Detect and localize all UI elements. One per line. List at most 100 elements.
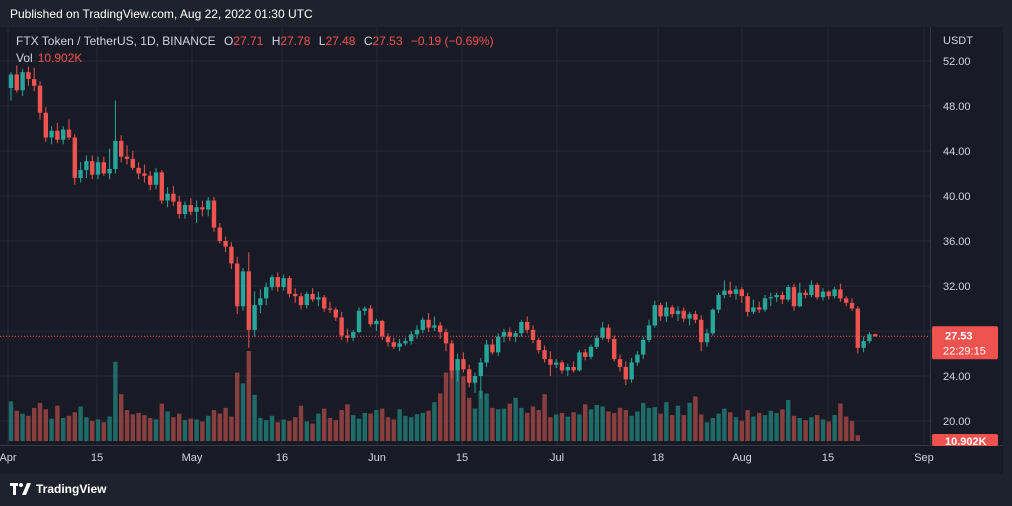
candle-body [327,308,333,310]
candle-body [142,173,147,176]
volume-bar [211,410,217,441]
time-axis[interactable]: Apr 15 May 16 Jun 15 Jul 18 Aug 15 Sep [0,452,934,464]
volume-bar [612,412,617,441]
candle-body [844,298,849,303]
candle-body [420,319,425,330]
symbol-legend[interactable]: FTX Token / TetherUS, 1D, BINANCE O27.71… [16,34,494,48]
candle-body [20,72,25,91]
volume-legend[interactable]: Vol 10.902K [16,51,82,65]
candle-body [136,167,141,174]
volume-bar [449,354,454,441]
candle-body [391,342,396,347]
last-price-value: 27.53 [945,330,973,342]
candle-body [820,291,826,298]
change-value: −0.19 (−0.69%) [410,34,494,48]
candle-body [554,362,559,365]
volume-bar [368,413,373,441]
volume-bar [327,417,333,441]
candle-body [322,297,327,309]
time-tick-label: May [182,452,203,464]
candle-body [90,161,95,175]
candle-body [252,305,257,330]
candle-body [153,172,159,185]
volume-bar [356,418,362,441]
volume-bar [55,405,60,441]
volume-bar [525,412,530,441]
volume-bar [704,422,710,441]
candle-body [339,317,344,336]
volume-bar [536,410,541,441]
volume-bar [623,410,628,441]
volume-bar [687,402,692,441]
candle-body [577,352,582,371]
candle-body [559,362,565,371]
volume-bar [20,413,25,441]
volume-bar [345,404,350,441]
candle-body [49,130,54,138]
chart-panel[interactable]: USDT 52.0048.0044.0040.0036.0032.0028.00… [0,27,1003,474]
candle-body [55,130,60,140]
candle-body [26,72,31,79]
time-tick-label: Apr [0,452,17,464]
time-tick-label: 18 [652,452,664,464]
volume-bar [635,411,640,441]
volume-bar [542,394,547,441]
volume-bar [786,399,791,441]
candle-body [623,367,628,380]
candle-body [809,284,814,295]
volume-bar [72,412,77,441]
candle-body [119,140,124,157]
candle-body [316,297,321,300]
candle-body [310,293,315,300]
price-chart[interactable]: USDT 52.0048.0044.0040.0036.0032.0028.00… [0,27,1003,474]
volume-bar [583,404,588,441]
candle-body [490,344,495,353]
high-value: 27.78 [280,34,311,48]
volume-bar [716,413,721,441]
candle-body [513,333,518,337]
low-label: L [318,34,326,48]
price-axis[interactable]: 52.0048.0044.0040.0036.0032.0028.0024.00… [943,56,971,428]
volume-bar [171,417,176,441]
symbol-title[interactable]: FTX Token / TetherUS, 1D, BINANCE [16,34,216,48]
candle-body [217,227,222,241]
candle-body [356,310,362,333]
candle-body [171,193,176,202]
candle-body [565,367,570,371]
volume-bar [287,420,292,441]
candle-body [496,336,501,353]
price-tick-label: 52.00 [943,56,971,68]
candle-body [240,271,246,307]
footer-brand[interactable]: TradingView [10,480,106,498]
volume-bar [594,405,599,441]
volume-bar [443,372,449,441]
volume-bar [826,421,831,441]
candle-body [797,292,802,307]
low-value: 27.48 [325,34,356,48]
candle-body [658,305,663,317]
volume-bar [380,408,385,441]
candle-body [177,201,182,214]
candle-body [281,278,286,288]
volume-bar [258,417,263,441]
close-value: 27.53 [372,34,403,48]
candle-body [780,295,785,300]
open-value: 27.71 [233,34,264,48]
volume-value: 10.902K [37,51,83,65]
volume-bar [43,409,48,441]
price-tick-label: 32.00 [943,281,971,293]
volume-bar [432,402,437,441]
volume-bar [403,415,408,441]
volume-bar [84,417,89,441]
time-tick-label: 15 [91,452,103,464]
candle-body [61,129,66,140]
candle-body [32,79,37,86]
footer-brand-text: TradingView [36,482,107,496]
candle-body [409,334,414,342]
high-label: H [271,34,281,48]
candle-body [443,332,449,344]
volume-bar [652,407,657,441]
volume-bar [165,411,170,441]
volume-bar [797,417,802,441]
volume-bar [235,372,240,441]
